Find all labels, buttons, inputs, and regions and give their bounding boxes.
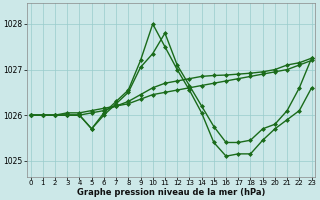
- X-axis label: Graphe pression niveau de la mer (hPa): Graphe pression niveau de la mer (hPa): [77, 188, 265, 197]
